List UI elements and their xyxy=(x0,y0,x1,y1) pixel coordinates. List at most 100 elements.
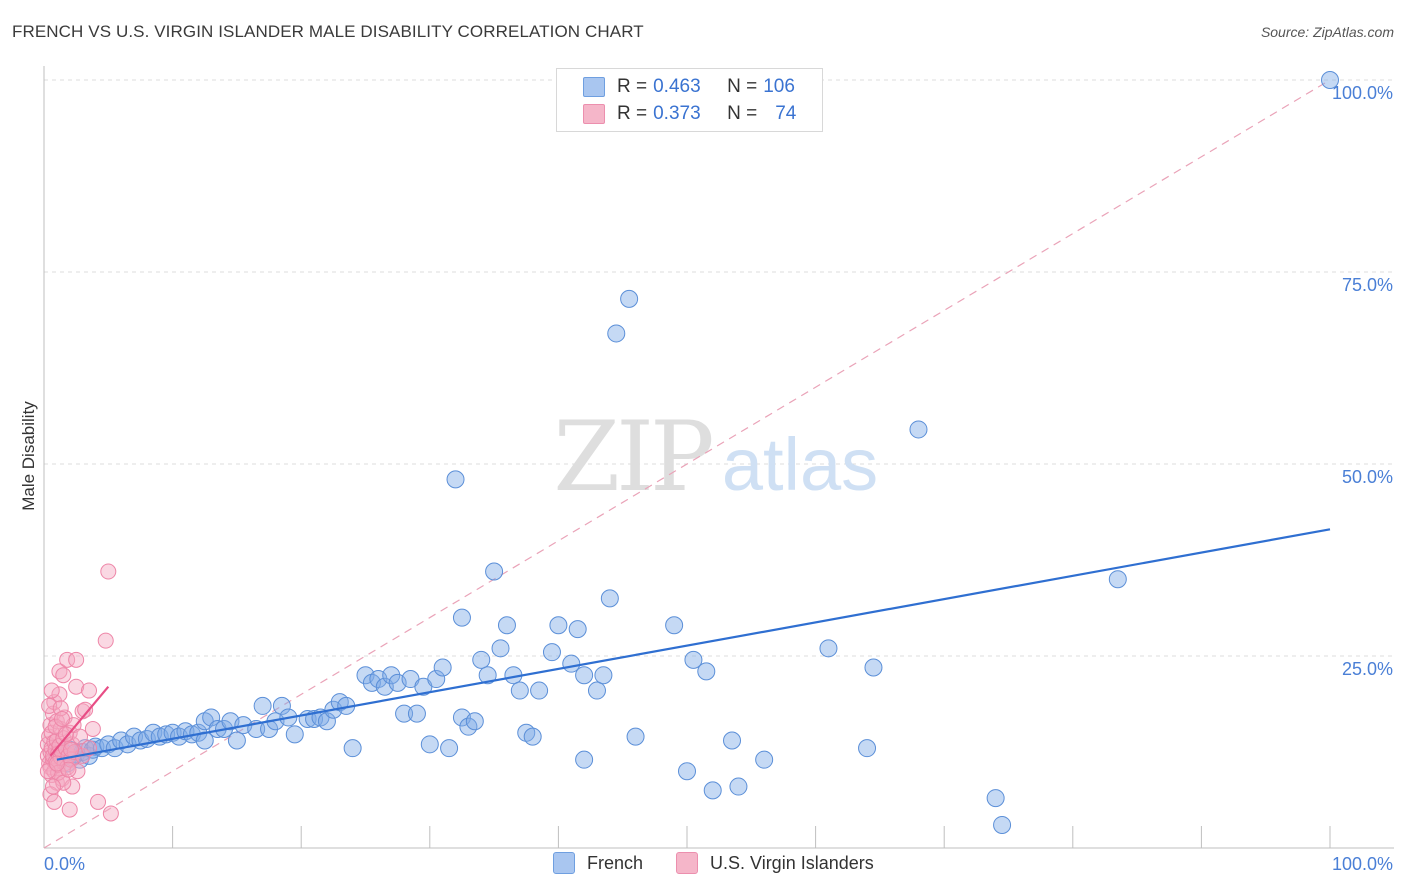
french-point xyxy=(433,658,452,677)
legend-swatch-virgin-islanders xyxy=(583,104,605,124)
series-legend-french[interactable]: French xyxy=(553,852,643,874)
virgin-islander-point xyxy=(100,563,117,580)
french-point xyxy=(395,704,414,723)
french-point xyxy=(420,735,439,754)
series-legend-virgin-islanders[interactable]: U.S. Virgin Islanders xyxy=(676,852,874,874)
french-point xyxy=(446,470,465,489)
series-label-virgin-islanders: U.S. Virgin Islanders xyxy=(710,852,874,873)
legend-n-label: N = xyxy=(727,103,758,124)
french-point xyxy=(1108,570,1127,589)
french-point xyxy=(607,324,626,343)
french-point xyxy=(723,731,742,750)
french-point xyxy=(620,289,639,308)
french-point xyxy=(587,681,606,700)
french-trend-line xyxy=(56,528,1331,761)
y-tick-label: 25.0% xyxy=(1342,659,1393,679)
french-point xyxy=(382,666,401,685)
virgin-islander-point xyxy=(54,710,71,727)
stats-legend: R = 0.463 N = 106 R = 0.373 N = 74 xyxy=(556,68,823,132)
reference-dashed-line xyxy=(43,79,1331,849)
virgin-islander-point xyxy=(61,801,78,818)
french-point xyxy=(1321,71,1339,89)
virgin-islander-point xyxy=(102,805,119,822)
legend-r-value: 0.373 xyxy=(653,103,701,124)
french-point xyxy=(427,670,446,689)
french-point xyxy=(858,739,877,758)
chart-title: FRENCH VS U.S. VIRGIN ISLANDER MALE DISA… xyxy=(12,22,644,41)
french-point xyxy=(491,639,510,658)
virgin-islander-point xyxy=(45,778,62,795)
french-point xyxy=(575,750,594,769)
french-point xyxy=(986,789,1005,808)
french-point xyxy=(407,704,426,723)
french-point xyxy=(510,681,529,700)
virgin-islander-point xyxy=(68,651,85,668)
french-point xyxy=(497,616,516,635)
french-point xyxy=(530,681,549,700)
virgin-islander-point xyxy=(84,720,101,737)
virgin-islander-point xyxy=(57,726,74,743)
virgin-islander-point xyxy=(55,667,72,684)
legend-r-label: R = xyxy=(617,103,648,124)
y-tick-label: 100.0% xyxy=(1332,83,1393,103)
french-point xyxy=(452,608,471,627)
french-point xyxy=(993,815,1012,834)
y-tick-label: 75.0% xyxy=(1342,275,1393,295)
french-point xyxy=(253,696,272,715)
watermark-atlas: atlas xyxy=(722,423,878,506)
french-point xyxy=(626,727,645,746)
virgin-islander-point xyxy=(90,793,107,810)
legend-n-value: 74 xyxy=(775,103,797,124)
french-point xyxy=(285,725,304,744)
virgin-islander-point xyxy=(81,682,98,699)
french-point xyxy=(678,762,696,781)
french-point xyxy=(440,739,459,758)
watermark-zip: ZIP xyxy=(553,401,712,513)
x-tick-label: 100.0% xyxy=(1332,854,1393,874)
source-credit: Source: ZipAtlas.com xyxy=(1260,24,1394,40)
french-point xyxy=(864,658,883,677)
virgin-islander-point xyxy=(68,678,85,695)
french-point xyxy=(227,731,246,750)
series-label-french: French xyxy=(587,852,644,873)
french-point xyxy=(703,781,722,800)
series-legend: French U.S. Virgin Islanders xyxy=(0,852,1406,876)
french-point xyxy=(472,650,491,669)
legend-r-value: 0.463 xyxy=(653,76,701,97)
legend-n-label: N = xyxy=(727,76,758,97)
french-point xyxy=(272,696,291,715)
legend-swatch-french xyxy=(583,77,605,97)
virgin-islander-point xyxy=(43,682,60,699)
legend-r-label: R = xyxy=(617,76,648,97)
french-point xyxy=(202,708,221,727)
french-point xyxy=(317,712,336,731)
virgin-islander-point xyxy=(59,651,76,668)
y-axis-label: Male Disability xyxy=(19,401,38,511)
french-point xyxy=(343,739,362,758)
french-point xyxy=(478,666,497,685)
virgin-islander-point xyxy=(46,793,63,810)
french-point xyxy=(819,639,838,658)
x-tick-label: 0.0% xyxy=(44,854,85,874)
legend-n-value: 106 xyxy=(763,76,795,97)
series-swatch-french xyxy=(553,852,575,874)
virgin-islander-point xyxy=(81,740,98,757)
french-point xyxy=(697,662,716,681)
french-point xyxy=(594,666,613,685)
virgin-islander-point xyxy=(97,632,114,649)
legend-row-french: R = 0.463 N = 106 xyxy=(583,75,795,99)
french-point xyxy=(729,777,748,796)
french-point xyxy=(523,727,542,746)
french-point xyxy=(665,616,684,635)
series-swatch-virgin-islanders xyxy=(676,852,698,874)
french-point xyxy=(575,666,594,685)
french-point xyxy=(755,750,774,769)
french-point xyxy=(485,562,504,581)
french-point xyxy=(600,589,619,608)
virgin-islander-trend-line xyxy=(49,686,110,757)
french-point xyxy=(684,650,703,669)
legend-row-virgin-islanders: R = 0.373 N = 74 xyxy=(583,102,796,126)
virgin-islander-point xyxy=(51,686,68,703)
french-point xyxy=(909,420,928,439)
